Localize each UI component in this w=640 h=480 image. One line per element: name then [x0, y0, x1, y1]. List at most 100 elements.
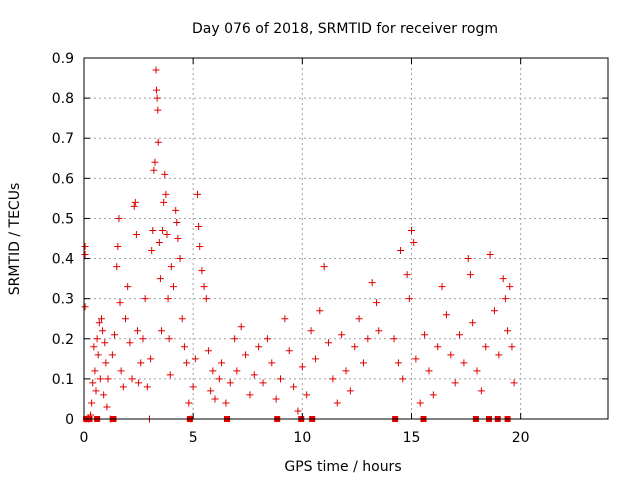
data-point	[222, 399, 230, 407]
data-point	[355, 315, 363, 323]
data-point	[94, 351, 102, 359]
axis-ticks: 0 0.1 0.2 0.3 0.4 0.5 0.6 0.7 0.8 0.9 0 5 10 15 20	[52, 51, 608, 446]
chart-title: Day 076 of 2018, SRMTID for receiver rog…	[192, 21, 498, 37]
data-point	[147, 355, 155, 363]
data-point	[172, 206, 180, 214]
data-point	[346, 387, 354, 395]
x-tick-label: 20	[512, 430, 530, 446]
data-points	[81, 66, 518, 423]
data-point	[333, 399, 341, 407]
data-point	[499, 275, 507, 283]
data-point	[211, 395, 219, 403]
data-point	[163, 230, 171, 238]
data-point	[139, 335, 147, 343]
data-point	[81, 251, 89, 259]
data-point	[97, 315, 105, 323]
data-point	[482, 343, 490, 351]
data-point	[504, 327, 512, 335]
data-point	[231, 335, 239, 343]
data-point	[95, 319, 103, 327]
data-point	[451, 379, 459, 387]
data-point	[126, 339, 134, 347]
data-point	[154, 138, 162, 146]
data-point	[311, 355, 319, 363]
data-point	[178, 315, 186, 323]
data-point	[155, 239, 163, 247]
data-point	[390, 335, 398, 343]
data-point	[111, 331, 119, 339]
data-point	[180, 343, 188, 351]
data-point	[161, 170, 169, 178]
data-point	[173, 218, 181, 226]
grid-lines	[84, 58, 608, 419]
data-point	[158, 327, 166, 335]
data-point	[194, 190, 202, 198]
y-tick-label: 0.9	[52, 51, 74, 67]
data-point	[191, 355, 199, 363]
data-point	[204, 347, 212, 355]
data-point	[277, 375, 284, 383]
data-point	[170, 283, 178, 291]
data-point	[101, 339, 109, 347]
data-point	[121, 315, 129, 323]
data-point	[285, 347, 293, 355]
data-point	[104, 375, 112, 383]
y-tick-label: 0.1	[52, 372, 74, 388]
data-point	[405, 295, 413, 303]
data-point	[237, 323, 245, 331]
data-point	[133, 327, 141, 335]
data-point	[316, 307, 324, 315]
y-tick-label: 0	[65, 412, 74, 428]
data-point	[150, 166, 158, 174]
data-point	[154, 106, 162, 114]
y-tick-label: 0.2	[52, 332, 74, 348]
data-point	[93, 335, 101, 343]
data-point	[183, 359, 191, 367]
data-point	[268, 359, 276, 367]
data-point	[92, 387, 100, 395]
data-point	[176, 255, 184, 263]
data-point	[81, 243, 89, 251]
data-point	[135, 379, 143, 387]
data-point	[246, 391, 254, 399]
data-point	[307, 327, 315, 335]
data-point	[364, 335, 372, 343]
y-tick-label: 0.8	[52, 91, 74, 107]
data-point	[100, 391, 108, 399]
data-point	[351, 343, 359, 351]
data-point	[198, 267, 206, 275]
data-point	[115, 214, 123, 222]
data-point	[456, 331, 464, 339]
data-point	[128, 375, 136, 383]
data-point	[88, 399, 96, 407]
data-point	[464, 255, 472, 263]
data-point	[501, 295, 509, 303]
data-point	[143, 383, 151, 391]
plot-frame	[83, 57, 609, 420]
data-point	[207, 387, 215, 395]
x-tick-label: 15	[403, 430, 421, 446]
data-point	[114, 243, 122, 251]
data-point	[303, 391, 311, 399]
data-point	[233, 367, 241, 375]
data-point	[167, 263, 175, 271]
data-point	[490, 307, 498, 315]
data-point	[399, 375, 407, 383]
data-point	[460, 359, 468, 367]
data-point	[486, 251, 494, 259]
data-point	[91, 367, 99, 375]
data-point	[218, 359, 226, 367]
data-point	[185, 399, 193, 407]
data-point	[215, 375, 223, 383]
data-point	[342, 367, 350, 375]
data-point	[113, 263, 121, 271]
data-point	[130, 202, 138, 210]
data-point	[421, 331, 429, 339]
data-point	[294, 407, 302, 415]
data-point	[259, 379, 267, 387]
data-point	[397, 247, 405, 255]
data-point	[242, 351, 250, 359]
data-point	[116, 299, 124, 307]
data-point	[195, 222, 203, 230]
